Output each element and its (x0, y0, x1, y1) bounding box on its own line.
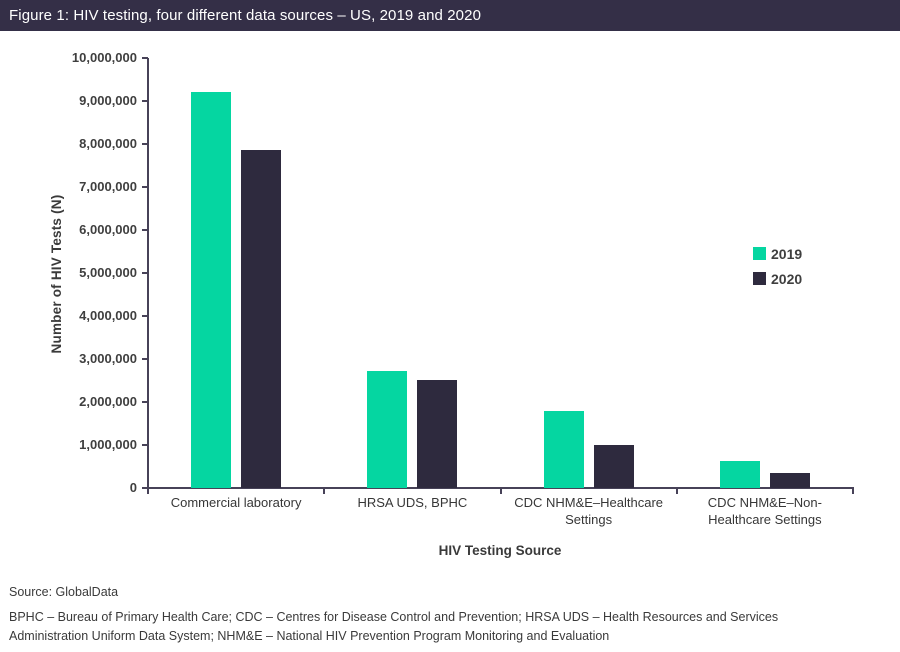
legend: 2019 2020 (753, 241, 802, 291)
legend-label: 2019 (771, 245, 803, 262)
y-tick-label: 1,000,000 (79, 437, 137, 452)
bar-2019-group1 (191, 92, 232, 488)
bar-2020-group1 (241, 150, 282, 488)
source-note: Source: GlobalData (9, 585, 119, 599)
legend-swatch-2020 (753, 272, 766, 285)
x-axis-tick (675, 488, 678, 494)
category-label: Commercial laboratory (170, 495, 302, 510)
bar-2020-group2 (417, 380, 458, 488)
bar-2019-group3 (543, 411, 584, 488)
y-axis-tick (142, 229, 148, 231)
category-label: CDC NHM&E–Healthcare Settings (514, 495, 664, 527)
y-axis-tick (142, 487, 148, 489)
figure-title-bar: Figure 1: HIV testing, four different da… (0, 0, 900, 31)
y-tick-label: 7,000,000 (79, 179, 137, 194)
bar-2019-group4 (719, 461, 760, 488)
y-axis-tick (142, 444, 148, 446)
bar-2020-group4 (769, 473, 810, 488)
x-axis-tick (499, 488, 502, 494)
legend-label: 2020 (771, 270, 803, 287)
x-axis-title: HIV Testing Source (438, 543, 562, 558)
y-axis-tick (142, 401, 148, 403)
y-tick-label: 4,000,000 (79, 308, 137, 323)
y-tick-label: 8,000,000 (79, 136, 137, 151)
x-axis-tick (323, 488, 326, 494)
category-label: HRSA UDS, BPHC (357, 495, 468, 510)
y-axis-tick (142, 358, 148, 360)
legend-swatch-2019 (753, 247, 766, 260)
y-axis-tick (142, 186, 148, 188)
y-tick-label: 10,000,000 (71, 50, 137, 65)
category-label: CDC NHM&E–Non-Healthcare Settings (707, 495, 822, 527)
y-axis-tick (142, 272, 148, 274)
y-axis-tick (142, 57, 148, 59)
y-axis-tick (142, 143, 148, 145)
bar-2019-group2 (367, 371, 408, 488)
x-axis-tick (147, 488, 149, 494)
y-axis-tick (142, 315, 148, 317)
x-axis-tick (852, 488, 854, 494)
y-tick-label: 5,000,000 (79, 265, 137, 280)
y-tick-label: 9,000,000 (79, 93, 137, 108)
y-axis-tick (142, 100, 148, 102)
legend-item-2019: 2019 (753, 241, 802, 266)
legend-item-2020: 2020 (753, 266, 802, 291)
abbreviations-note: BPHC – Bureau of Primary Health Care; CD… (9, 610, 779, 643)
bar-2020-group3 (593, 445, 634, 488)
y-tick-label: 2,000,000 (79, 394, 137, 409)
y-tick-label: 0 (129, 480, 137, 495)
y-axis-line (147, 58, 149, 489)
y-tick-label: 6,000,000 (79, 222, 137, 237)
y-tick-label: 3,000,000 (79, 351, 137, 366)
